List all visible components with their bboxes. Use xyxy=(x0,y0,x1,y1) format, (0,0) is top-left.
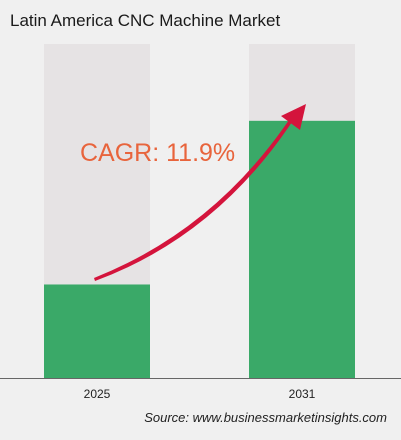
bar-2025 xyxy=(44,284,150,378)
chart-title: Latin America CNC Machine Market xyxy=(10,11,281,30)
bar-2031 xyxy=(249,120,355,378)
source-note: Source: www.businessmarketinsights.com xyxy=(144,410,387,425)
growth-arrowhead xyxy=(281,104,306,130)
x-tick-label-2031: 2031 xyxy=(289,387,316,401)
cagr-annotation: CAGR: 11.9% xyxy=(80,139,235,167)
source-url: www.businessmarketinsights.com xyxy=(192,410,387,425)
x-tick-label-2025: 2025 xyxy=(84,387,111,401)
source-label: Source: xyxy=(144,410,190,425)
